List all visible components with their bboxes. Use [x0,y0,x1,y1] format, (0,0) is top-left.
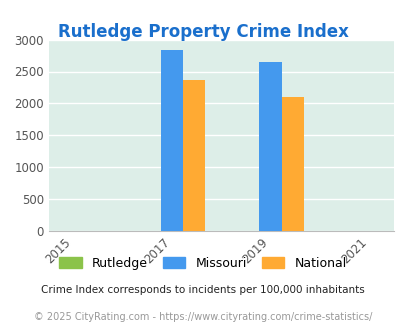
Text: Crime Index corresponds to incidents per 100,000 inhabitants: Crime Index corresponds to incidents per… [41,285,364,295]
Bar [160,50,183,231]
Bar [281,97,303,231]
Text: © 2025 CityRating.com - https://www.cityrating.com/crime-statistics/: © 2025 CityRating.com - https://www.city… [34,312,371,322]
Bar [183,80,205,231]
Bar [259,62,281,231]
Text: Rutledge Property Crime Index: Rutledge Property Crime Index [58,23,347,41]
Legend: Rutledge, Missouri, National: Rutledge, Missouri, National [54,252,351,275]
